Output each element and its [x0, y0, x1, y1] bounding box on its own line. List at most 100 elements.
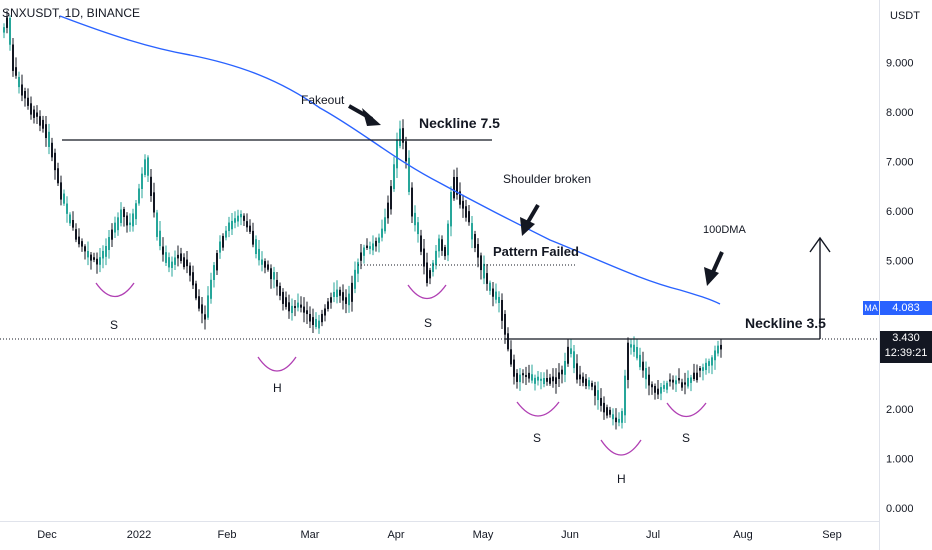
countdown-timer: 12:39:21	[884, 347, 928, 359]
candle-body	[615, 417, 617, 423]
candle-body	[612, 414, 614, 420]
candle-body	[393, 164, 395, 190]
time-tick-label: 2022	[127, 529, 151, 541]
candle-body	[507, 333, 509, 350]
time-axis[interactable]: Dec 2022 Feb Mar Apr May Jun Jul Aug Sep	[37, 529, 842, 541]
candlestick-series	[3, 10, 722, 430]
candle-body	[399, 128, 401, 147]
candle-body	[720, 344, 722, 350]
candle-body	[366, 245, 368, 249]
time-tick-label: Dec	[37, 529, 57, 541]
candle-body	[267, 264, 269, 270]
candle-body	[588, 380, 590, 387]
candle-body	[426, 262, 428, 284]
candle-body	[276, 279, 278, 287]
candle-body	[519, 374, 521, 383]
candle-body	[9, 18, 11, 45]
candle-body	[636, 346, 638, 359]
ma-tag-badge: MA	[863, 301, 879, 315]
candle-body	[696, 372, 698, 381]
candle-body	[111, 229, 113, 240]
price-axis[interactable]: USDT 9.000 8.000 7.000 6.000 5.000 2.000 1.000 0…	[886, 10, 920, 515]
candle-body	[462, 200, 464, 209]
candle-body	[252, 230, 254, 245]
price-tick-label: 7.000	[886, 157, 914, 169]
candle-body	[405, 141, 407, 162]
candle-body	[99, 257, 101, 265]
candle-body	[51, 142, 53, 158]
candle-body	[135, 203, 137, 220]
candle-body	[228, 222, 230, 232]
candle-body	[159, 230, 161, 247]
candle-body	[204, 314, 206, 320]
candle-body	[84, 246, 86, 252]
candle-body	[30, 103, 32, 115]
candle-body	[198, 296, 200, 309]
candle-body	[669, 379, 671, 382]
price-tick-label: 2.000	[886, 404, 914, 416]
candle-body	[351, 282, 353, 302]
candle-body	[21, 84, 23, 96]
candle-body	[549, 377, 551, 384]
candle-body	[705, 362, 707, 371]
candle-body	[123, 209, 125, 218]
candle-body	[177, 254, 179, 259]
candle-body	[510, 349, 512, 365]
candle-body	[225, 230, 227, 238]
candle-body	[672, 379, 674, 383]
last-price-value: 3.430	[892, 332, 920, 344]
candle-body	[171, 261, 173, 268]
candle-body	[540, 378, 542, 381]
candle-body	[543, 377, 545, 385]
candle-body	[273, 272, 275, 280]
time-tick-label: Aug	[733, 529, 753, 541]
candle-body	[57, 168, 59, 184]
candle-body	[60, 182, 62, 200]
candle-body	[270, 268, 272, 280]
candle-body	[300, 304, 302, 308]
candle-body	[75, 229, 77, 240]
candle-body	[129, 222, 131, 225]
ma-value-badge: 4.083	[880, 301, 932, 315]
candle-body	[39, 116, 41, 126]
candle-body	[420, 235, 422, 252]
candle-body	[474, 234, 476, 249]
time-tick-label: Feb	[218, 529, 237, 541]
candle-body	[528, 372, 530, 379]
candle-body	[318, 320, 320, 329]
candle-body	[465, 206, 467, 218]
candle-body	[534, 377, 536, 384]
candle-body	[690, 377, 692, 383]
candle-body	[480, 255, 482, 271]
head-1-label: H	[273, 381, 282, 395]
candle-body	[156, 212, 158, 237]
candle-body	[27, 97, 29, 106]
candle-body	[294, 306, 296, 309]
candle-body	[468, 211, 470, 223]
candle-body	[501, 299, 503, 321]
candle-body	[264, 261, 266, 268]
candle-body	[453, 177, 455, 199]
candle-body	[96, 258, 98, 265]
candle-body	[408, 157, 410, 193]
candle-body	[645, 368, 647, 380]
candle-body	[621, 411, 623, 423]
candle-body	[525, 374, 527, 377]
candle-body	[381, 228, 383, 238]
neckline-bottom-label: Neckline 3.5	[745, 315, 826, 331]
candle-body	[489, 282, 491, 291]
candle-body	[693, 372, 695, 380]
candle-body	[555, 377, 557, 384]
candle-body	[120, 209, 122, 223]
candle-body	[411, 187, 413, 217]
target-arrow-head	[809, 236, 831, 253]
candle-body	[348, 293, 350, 306]
candle-body	[666, 382, 668, 390]
candle-body	[633, 344, 635, 352]
candle-body	[36, 112, 38, 117]
candle-body	[102, 250, 104, 259]
candle-body	[576, 363, 578, 380]
candle-body	[108, 237, 110, 251]
candle-body	[303, 306, 305, 313]
